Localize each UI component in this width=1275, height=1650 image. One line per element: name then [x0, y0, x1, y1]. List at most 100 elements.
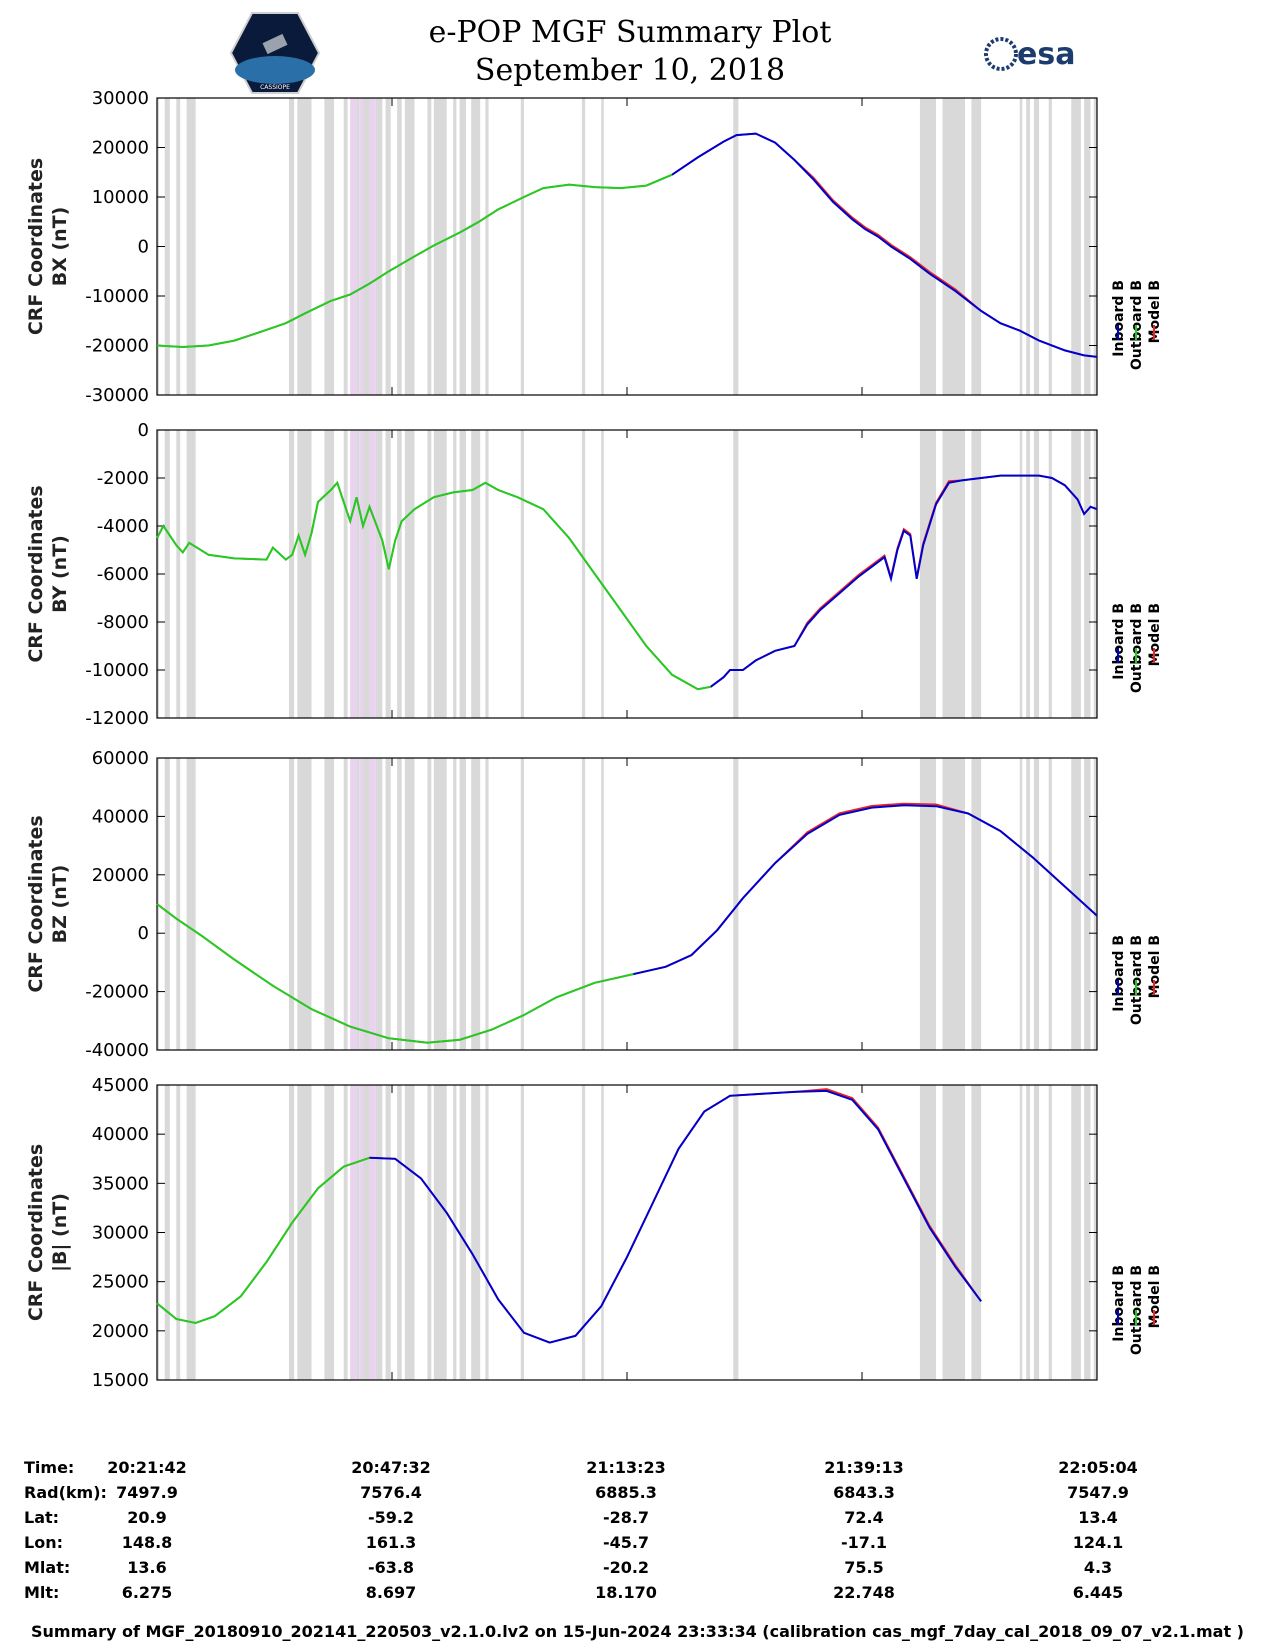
data-gap-band [1033, 98, 1040, 395]
data-gap-band [971, 430, 982, 718]
data-gap-band [385, 1085, 391, 1380]
data-gap-band [971, 98, 982, 395]
data-gap-band [1033, 758, 1040, 1050]
y-tick-label: 60000 [92, 748, 149, 769]
y-tick-label: -40000 [85, 1040, 149, 1061]
data-gap-band [601, 1085, 604, 1380]
panel-bx: 30000 20000 10000 0 -10000 -20000 -30000 CRF Co… [25, 88, 1163, 406]
outboard-b-line [156, 1156, 370, 1325]
data-gap-band [176, 1085, 181, 1380]
y-tick-label: 40000 [92, 1124, 149, 1145]
data-gap-band [404, 758, 415, 1050]
info-value: 21:39:13 [824, 1458, 904, 1477]
data-gap-band [343, 1085, 348, 1380]
title-line-2: September 10, 2018 [474, 53, 786, 88]
svg-text:CASSIOPE: CASSIOPE [260, 84, 290, 91]
y-tick-label: -20000 [85, 336, 149, 357]
data-gap-band [581, 758, 586, 1050]
info-value: 7576.4 [360, 1483, 422, 1502]
y-axis-label-line1: CRF Coordinates [25, 158, 47, 335]
info-value: 20.9 [127, 1508, 167, 1527]
data-gap-band [427, 98, 432, 395]
data-gap-band [733, 430, 739, 718]
eclipse-band [359, 430, 364, 718]
y-axis-label-line1: CRF Coordinates [25, 1144, 47, 1321]
info-row: Lat: 20.9 -59.2 -28.7 72.4 13.4 [24, 1508, 1254, 1533]
data-gap-band [1048, 98, 1052, 395]
data-gap-band [485, 758, 489, 1050]
panel-bz: 60000 40000 20000 0 -20000 -40000 CRF Coordina… [25, 748, 1163, 1061]
info-value: 75.5 [844, 1558, 884, 1577]
data-gap-band [1033, 430, 1040, 718]
info-row: Time: 20:21:42 20:47:32 21:13:23 21:39:13 22:… [24, 1458, 1254, 1483]
y-tick-label: 20000 [92, 1321, 149, 1342]
data-gap-band [471, 758, 481, 1050]
eclipse-band [350, 98, 357, 395]
data-gap-band [288, 430, 295, 718]
data-gap-band [1093, 758, 1097, 1050]
data-gap-band [1019, 98, 1023, 395]
data-gap-band [397, 98, 402, 395]
data-gap-band [343, 98, 348, 395]
data-gap-band [186, 1085, 196, 1380]
data-gap-band [485, 430, 489, 718]
data-gap-band [1071, 758, 1081, 1050]
y-tick-label: 30000 [92, 88, 149, 109]
y-tick-label: 10000 [92, 187, 149, 208]
model-b-line [156, 1088, 982, 1344]
data-gap-band [433, 758, 447, 1050]
outboard-b-line [156, 173, 673, 349]
y-tick-label: -8000 [97, 612, 149, 633]
data-gap-band [404, 1085, 415, 1380]
legend-model-label: Model B [1147, 1265, 1163, 1328]
data-gap-band [971, 758, 982, 1050]
y-tick-label: 20000 [92, 138, 149, 159]
legend-model-label: Model B [1147, 603, 1163, 666]
data-gap-band [186, 98, 196, 395]
data-gap-band [356, 98, 360, 395]
data-gap-band [919, 758, 937, 1050]
inboard-b-line [369, 1089, 982, 1344]
data-gap-band [1084, 430, 1091, 718]
data-gap-band [1048, 1085, 1052, 1380]
eclipse-band [350, 1085, 357, 1380]
cassiope-logo: CASSIOPE [230, 12, 320, 94]
data-gap-band [297, 1085, 312, 1380]
data-gap-band [919, 1085, 937, 1380]
data-gap-band [427, 1085, 432, 1380]
data-gap-band [176, 758, 181, 1050]
data-gap-band [1033, 1085, 1040, 1380]
footer-caption: Summary of MGF_20180910_202141_220503_v2… [31, 1622, 1244, 1641]
y-axis-label-line2: |B| (nT) [49, 1193, 71, 1272]
info-row: Mlt: 6.275 8.697 18.170 22.748 6.445 [24, 1583, 1254, 1608]
legend-model-label: Model B [1147, 280, 1163, 343]
info-value: 6843.3 [833, 1483, 895, 1502]
data-gap-band [601, 98, 604, 395]
orbit-info-table: Time: 20:21:42 20:47:32 21:13:23 21:39:13 22:… [24, 1458, 1254, 1608]
data-gap-band [601, 430, 604, 718]
data-gap-band [971, 1085, 982, 1380]
data-gap-band [1019, 758, 1023, 1050]
data-gap-band [520, 758, 524, 1050]
info-value: 148.8 [121, 1533, 173, 1552]
data-gap-band [356, 1085, 360, 1380]
data-gap-band [520, 98, 524, 395]
info-row-label: Lon: [24, 1533, 63, 1552]
data-gap-band [942, 98, 966, 395]
data-gap-band [397, 1085, 402, 1380]
data-gap-band [581, 98, 586, 395]
data-gap-band [1019, 430, 1023, 718]
y-tick-label: -10000 [85, 286, 149, 307]
data-gap-band [733, 98, 739, 395]
eclipse-band [359, 98, 364, 395]
y-axis-label-line2: BZ (nT) [49, 865, 71, 944]
data-gap-band [397, 430, 402, 718]
data-gap-band [343, 758, 348, 1050]
data-gap-band [1048, 430, 1052, 718]
y-tick-label: -2000 [97, 468, 149, 489]
data-gap-band [1026, 1085, 1031, 1380]
y-axis-label: CRF Coordinates BZ (nT) [25, 815, 71, 992]
y-tick-label: 40000 [92, 806, 149, 827]
data-gap-band [601, 758, 604, 1050]
